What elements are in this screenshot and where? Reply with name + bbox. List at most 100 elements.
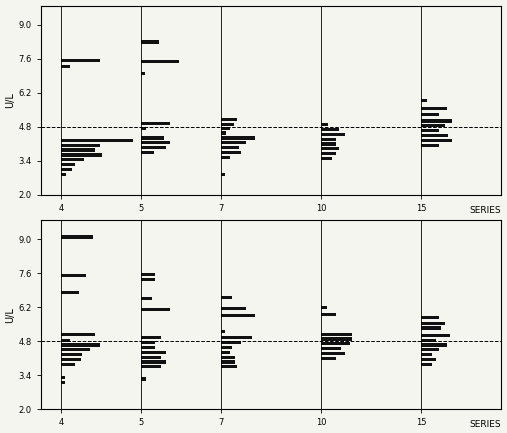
Bar: [61, 339, 70, 342]
Bar: [61, 348, 90, 352]
Text: SERIES: SERIES: [470, 206, 501, 215]
Bar: [321, 313, 336, 316]
Bar: [141, 122, 170, 125]
Bar: [221, 351, 230, 354]
Bar: [421, 144, 440, 147]
Bar: [61, 274, 86, 278]
Bar: [141, 60, 179, 63]
Bar: [221, 151, 241, 154]
Bar: [221, 314, 255, 317]
Bar: [221, 296, 232, 299]
Bar: [421, 316, 440, 319]
Bar: [221, 341, 241, 344]
Bar: [61, 291, 79, 294]
Bar: [61, 65, 70, 68]
Bar: [61, 173, 66, 176]
Bar: [321, 306, 327, 309]
Bar: [421, 99, 427, 102]
Bar: [421, 363, 432, 366]
Bar: [321, 333, 352, 336]
Bar: [221, 126, 230, 130]
Bar: [141, 273, 155, 276]
Bar: [221, 136, 255, 139]
Bar: [421, 124, 445, 127]
Bar: [321, 142, 336, 145]
Bar: [421, 343, 447, 347]
Bar: [141, 341, 155, 344]
Bar: [141, 365, 161, 368]
Bar: [61, 236, 93, 239]
Bar: [221, 355, 235, 359]
Bar: [61, 149, 95, 152]
Bar: [141, 136, 164, 139]
Bar: [141, 72, 145, 75]
Bar: [321, 152, 336, 155]
Bar: [61, 144, 100, 147]
Bar: [141, 151, 154, 154]
Bar: [321, 147, 339, 150]
Y-axis label: U/L: U/L: [6, 92, 16, 108]
Bar: [141, 278, 155, 281]
Bar: [61, 343, 100, 347]
Bar: [221, 173, 225, 176]
Bar: [321, 132, 345, 136]
Bar: [421, 134, 448, 137]
Bar: [221, 307, 246, 310]
Bar: [221, 132, 227, 135]
Bar: [141, 355, 161, 359]
Bar: [421, 120, 452, 123]
Bar: [421, 334, 450, 337]
Bar: [421, 353, 432, 356]
Bar: [221, 156, 230, 159]
Bar: [141, 297, 152, 301]
Bar: [321, 357, 336, 360]
Bar: [141, 361, 166, 364]
Bar: [321, 347, 341, 350]
Bar: [61, 153, 102, 156]
Bar: [321, 352, 345, 355]
Bar: [61, 358, 81, 361]
Bar: [141, 126, 147, 130]
Bar: [61, 333, 95, 336]
Bar: [221, 123, 234, 126]
Bar: [221, 118, 237, 121]
Bar: [421, 348, 440, 352]
Bar: [221, 141, 246, 144]
Bar: [61, 163, 75, 166]
Bar: [221, 346, 232, 349]
Bar: [421, 107, 447, 110]
Bar: [321, 157, 332, 160]
Bar: [221, 361, 235, 364]
Bar: [141, 146, 166, 149]
Bar: [61, 58, 100, 62]
Bar: [321, 342, 350, 346]
Bar: [421, 326, 441, 330]
Bar: [221, 146, 239, 149]
Y-axis label: U/L: U/L: [6, 307, 16, 323]
Bar: [221, 330, 225, 333]
Bar: [321, 128, 339, 131]
Bar: [421, 129, 440, 132]
Bar: [61, 353, 83, 356]
Bar: [421, 139, 452, 142]
Bar: [141, 351, 166, 354]
Bar: [221, 365, 237, 368]
Bar: [61, 139, 133, 142]
Bar: [61, 158, 84, 162]
Bar: [141, 40, 159, 44]
Bar: [141, 346, 155, 349]
Bar: [421, 358, 436, 361]
Bar: [141, 378, 147, 381]
Bar: [421, 322, 445, 325]
Bar: [141, 308, 170, 311]
Bar: [61, 376, 65, 379]
Bar: [221, 336, 251, 339]
Bar: [141, 141, 170, 144]
Bar: [421, 339, 436, 342]
Bar: [321, 123, 329, 126]
Bar: [61, 363, 75, 366]
Text: SERIES: SERIES: [470, 420, 501, 430]
Bar: [421, 113, 440, 116]
Bar: [61, 381, 65, 384]
Bar: [61, 168, 71, 171]
